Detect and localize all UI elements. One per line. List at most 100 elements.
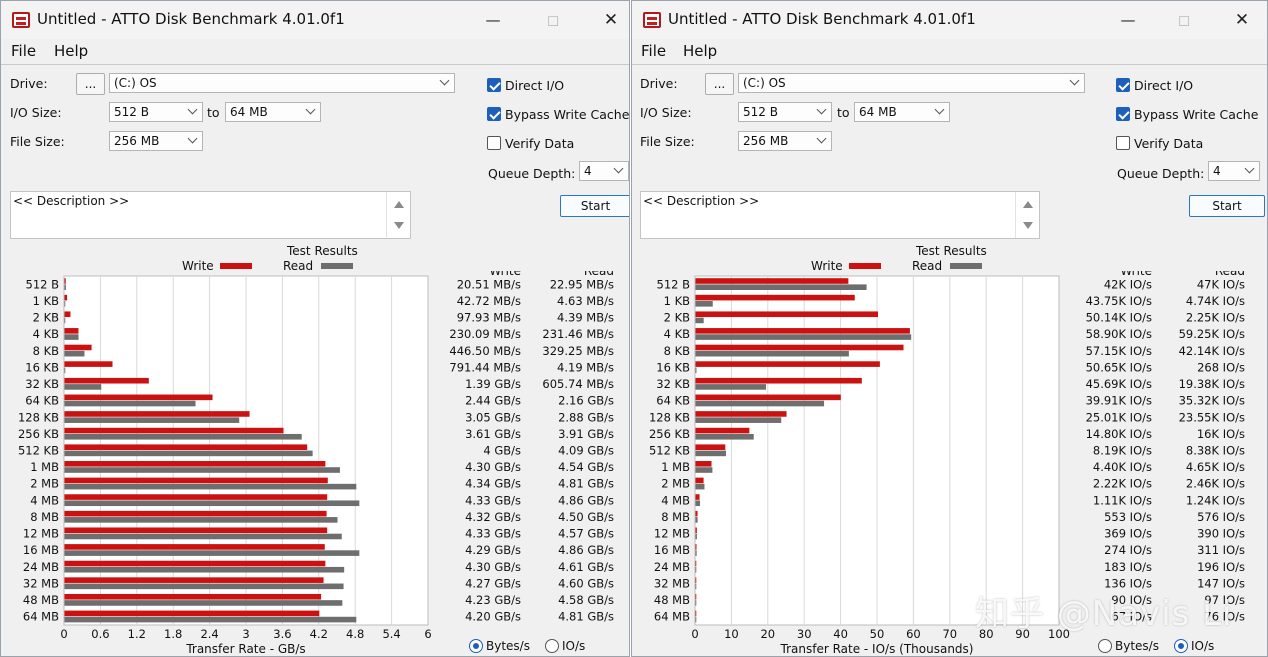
description-box[interactable]: << Description >> — [10, 191, 411, 239]
drive-select[interactable]: (C:) OS — [738, 73, 1085, 93]
io-size-from-select[interactable]: 512 B — [738, 102, 832, 122]
category-label: 32 KB — [656, 377, 690, 391]
scroll-down-icon[interactable] — [1023, 222, 1033, 229]
queue-depth-select[interactable]: 4 — [1208, 161, 1260, 181]
write-bar — [64, 544, 325, 550]
chevron-down-icon — [1244, 163, 1255, 174]
read-value: 47K IO/s — [1197, 277, 1245, 291]
bypass-write-cache-checkbox[interactable]: Bypass Write Cache — [1116, 107, 1258, 122]
io-size-label: I/O Size: — [10, 105, 62, 120]
x-tick-label: 90 — [1015, 627, 1030, 641]
direct-io-label: Direct I/O — [505, 78, 565, 93]
bypass-write-cache-checkbox[interactable]: Bypass Write Cache — [487, 107, 629, 122]
drive-browse-button[interactable]: ... — [705, 73, 734, 95]
scroll-up-icon[interactable] — [1023, 201, 1033, 208]
drive-select[interactable]: (C:) OS — [109, 73, 455, 93]
write-bar — [64, 494, 328, 500]
category-label: 1 MB — [661, 460, 690, 474]
category-label: 12 MB — [654, 527, 690, 541]
start-button[interactable]: Start — [560, 195, 629, 217]
scroll-up-icon[interactable] — [394, 201, 404, 208]
io-size-from-select[interactable]: 512 B — [109, 102, 203, 122]
results-chart-gbs: 0 0.6 1.2 1.8 2.4 3 3.6 4.2 4.8 5.4 6 Transfer Rate… — [18, 271, 614, 656]
description-scrollbar[interactable] — [1015, 192, 1039, 238]
results-title: Test Results — [916, 244, 987, 258]
write-value: 2.22K IO/s — [1093, 477, 1152, 491]
io-per-sec-radio[interactable]: IO/s — [545, 639, 585, 653]
description-box[interactable]: << Description >> — [640, 191, 1040, 239]
write-bar — [64, 394, 213, 401]
write-bar — [64, 377, 149, 384]
bytes-per-sec-radio[interactable]: Bytes/s — [469, 639, 530, 653]
maximize-icon[interactable]: ◻ — [1177, 11, 1191, 29]
read-bar — [64, 334, 79, 340]
chevron-down-icon — [1069, 75, 1080, 86]
write-value: 42.72 MB/s — [457, 294, 521, 308]
category-label: 64 KB — [656, 394, 690, 408]
io-size-to-select[interactable]: 64 MB — [854, 102, 950, 122]
read-value: 4.86 GB/s — [558, 493, 614, 507]
chevron-down-icon — [613, 163, 624, 174]
write-bar — [64, 560, 326, 567]
write-bar — [64, 427, 284, 434]
io-size-to-select[interactable]: 64 MB — [225, 102, 321, 122]
direct-io-checkbox[interactable]: Direct I/O — [487, 78, 564, 93]
x-tick-label: 50 — [870, 627, 885, 641]
radio-selected-icon — [1174, 639, 1188, 653]
category-label: 8 KB — [664, 344, 691, 358]
io-size-label: I/O Size: — [640, 105, 692, 120]
read-bar — [64, 301, 66, 307]
legend-read-label: Read — [912, 259, 943, 273]
write-bar — [695, 444, 726, 450]
bytes-per-sec-radio[interactable]: Bytes/s — [1098, 639, 1159, 653]
drive-select-value: (C:) OS — [114, 76, 157, 90]
read-value: 4.65K IO/s — [1186, 460, 1245, 474]
scroll-down-icon[interactable] — [394, 222, 404, 229]
write-bar — [695, 494, 700, 500]
write-bar — [695, 278, 849, 284]
menu-file[interactable]: File — [11, 42, 37, 60]
write-value: 1.11K IO/s — [1093, 493, 1152, 507]
checkbox-empty-icon — [487, 136, 501, 150]
minimize-icon[interactable]: — — [1120, 11, 1136, 29]
read-value: 3.91 GB/s — [558, 427, 614, 441]
maximize-icon[interactable]: ◻ — [546, 11, 560, 29]
verify-data-checkbox[interactable]: Verify Data — [487, 136, 574, 151]
write-value: 183 IO/s — [1104, 560, 1152, 574]
direct-io-checkbox[interactable]: Direct I/O — [1116, 78, 1193, 93]
read-bar — [695, 367, 697, 374]
read-bar — [695, 533, 697, 540]
x-tick-label: 0.6 — [91, 627, 109, 641]
x-tick-label: 1.8 — [164, 627, 182, 641]
menu-file[interactable]: File — [641, 42, 667, 60]
title-bar[interactable]: Untitled - ATTO Disk Benchmark 4.01.0f1 … — [632, 1, 1267, 39]
title-bar[interactable]: Untitled - ATTO Disk Benchmark 4.01.0f1 … — [1, 1, 629, 39]
io-per-sec-radio[interactable]: IO/s — [1174, 639, 1214, 653]
close-icon[interactable]: ✕ — [1234, 10, 1250, 30]
write-value: 4 GB/s — [483, 444, 521, 458]
chevron-down-icon — [816, 133, 827, 144]
file-size-select[interactable]: 256 MB — [109, 131, 203, 151]
description-scrollbar[interactable] — [386, 192, 410, 238]
menu-divider — [632, 64, 1267, 65]
drive-browse-button[interactable]: ... — [76, 73, 105, 95]
read-bar — [695, 317, 704, 324]
x-axis-label: Transfer Rate - GB/s — [185, 642, 305, 656]
io-size-to-value: 64 MB — [859, 105, 897, 119]
read-value: 4.57 GB/s — [558, 527, 614, 541]
menu-help[interactable]: Help — [54, 42, 89, 60]
x-tick-label: 0 — [60, 627, 67, 641]
queue-depth-select[interactable]: 4 — [579, 161, 629, 181]
file-size-select[interactable]: 256 MB — [738, 131, 832, 151]
checkbox-empty-icon — [1116, 136, 1130, 150]
verify-data-checkbox[interactable]: Verify Data — [1116, 136, 1203, 151]
minimize-icon[interactable]: — — [485, 11, 501, 29]
write-bar — [64, 477, 328, 484]
file-size-value: 256 MB — [743, 134, 789, 148]
x-tick-label: 60 — [906, 627, 921, 641]
close-icon[interactable]: ✕ — [603, 10, 619, 30]
menu-help[interactable]: Help — [683, 42, 718, 60]
atto-app-icon — [12, 12, 30, 28]
start-button[interactable]: Start — [1189, 195, 1265, 217]
write-bar — [64, 411, 250, 417]
